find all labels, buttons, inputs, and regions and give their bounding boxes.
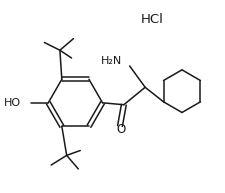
Text: O: O [116,123,125,136]
Text: HCl: HCl [140,13,163,26]
Text: HO: HO [4,98,21,108]
Text: H₂N: H₂N [100,56,121,66]
